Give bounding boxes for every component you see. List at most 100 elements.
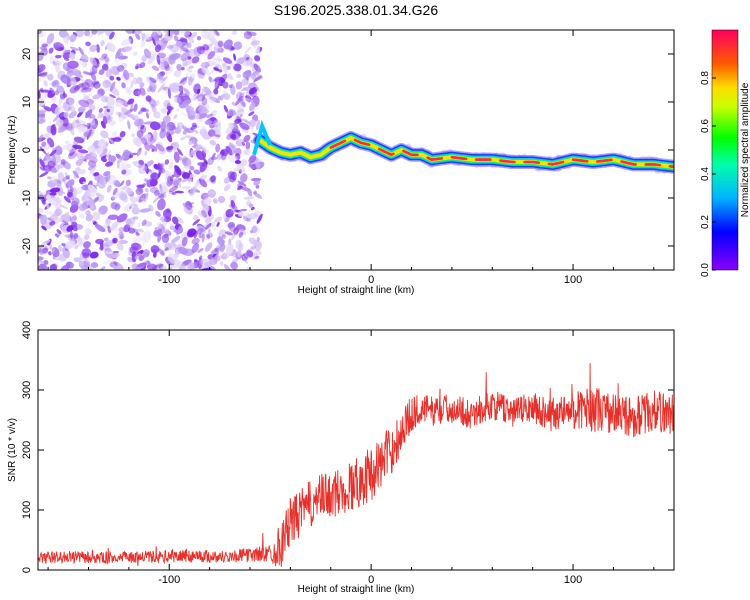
snr-y-tick-label: 300 <box>21 381 33 399</box>
noise-blob <box>55 54 62 59</box>
noise-blob <box>228 238 232 247</box>
noise-blob <box>248 154 257 164</box>
noise-blob <box>107 137 115 145</box>
noise-blob <box>59 204 69 210</box>
noise-blob <box>201 88 206 92</box>
noise-blob <box>182 60 193 67</box>
noise-blob <box>113 261 118 266</box>
noise-blob <box>41 43 48 48</box>
noise-blob <box>208 68 216 76</box>
noise-blob <box>200 93 207 97</box>
noise-blob <box>199 161 208 173</box>
noise-blob <box>231 134 237 140</box>
snr-x-tick-label: -100 <box>158 574 180 586</box>
noise-blob <box>47 73 54 81</box>
noise-blob <box>69 52 76 60</box>
noise-blob <box>127 120 131 130</box>
noise-blob <box>200 258 212 269</box>
noise-blob <box>182 160 188 167</box>
noise-blob <box>248 111 255 117</box>
noise-blob <box>93 172 100 177</box>
noise-blob <box>38 109 47 115</box>
noise-blob <box>198 118 203 123</box>
noise-blob <box>242 255 248 264</box>
noise-blob <box>72 68 80 76</box>
noise-blob <box>59 93 64 100</box>
noise-blob <box>62 52 72 59</box>
noise-blob <box>234 118 242 124</box>
noise-blob <box>254 48 262 56</box>
noise-blob <box>214 134 221 138</box>
noise-blob <box>144 142 151 151</box>
spectrogram-y-tick-label: -20 <box>21 238 33 254</box>
noise-blob <box>102 83 109 92</box>
noise-blob <box>188 151 196 157</box>
noise-blob <box>226 130 236 140</box>
noise-blob <box>191 243 200 254</box>
noise-blob <box>225 231 233 236</box>
noise-blob <box>104 240 114 247</box>
noise-blob <box>201 62 206 68</box>
noise-blob <box>49 187 61 193</box>
noise-blob <box>98 174 105 185</box>
noise-blob <box>167 66 171 71</box>
noise-blob <box>250 103 255 112</box>
noise-blob <box>229 75 234 81</box>
noise-blob <box>242 70 251 80</box>
snr-x-axis-label: Height of straight line (km) <box>298 584 415 595</box>
noise-blob <box>144 163 149 175</box>
noise-blob <box>67 189 74 198</box>
noise-blob <box>160 107 167 114</box>
snr-y-tick-label: 100 <box>21 501 33 519</box>
noise-blob <box>256 213 263 225</box>
noise-blob <box>89 113 96 119</box>
noise-blob <box>225 244 234 255</box>
noise-blob <box>92 211 101 221</box>
noise-blob <box>172 216 179 225</box>
noise-blob <box>120 180 125 187</box>
noise-blob <box>90 262 99 268</box>
noise-blob <box>188 260 194 267</box>
noise-blob <box>78 99 90 108</box>
spectrogram-x-tick-label: -100 <box>158 274 180 286</box>
noise-blob <box>217 165 222 172</box>
noise-blob <box>155 143 165 152</box>
noise-blob <box>132 235 141 243</box>
noise-blob <box>134 30 142 34</box>
noise-blob <box>118 191 128 201</box>
noise-blob <box>192 128 199 134</box>
noise-blob <box>159 194 164 199</box>
noise-blob <box>186 231 194 238</box>
noise-blob <box>69 128 75 136</box>
noise-blob <box>70 87 75 94</box>
noise-blob <box>51 247 60 258</box>
noise-blob <box>122 69 130 81</box>
noise-blob <box>193 259 198 263</box>
noise-blob <box>156 221 162 230</box>
noise-blob <box>191 237 200 245</box>
noise-blob <box>93 81 101 89</box>
noise-blob <box>110 202 118 210</box>
noise-blob <box>110 221 119 231</box>
noise-blob <box>139 208 151 213</box>
noise-blob <box>99 266 106 270</box>
noise-blob <box>207 94 216 104</box>
noise-blob <box>237 211 244 217</box>
noise-blob <box>189 173 194 179</box>
noise-blob <box>51 96 57 103</box>
noise-blob <box>216 154 222 162</box>
noise-blob <box>226 65 231 70</box>
colorbar-label: Normalized spectral amplitude <box>740 82 750 217</box>
noise-blob <box>62 62 71 71</box>
noise-blob <box>89 166 98 175</box>
noise-blob <box>206 234 211 239</box>
noise-blob <box>243 196 254 200</box>
noise-blob <box>232 177 236 181</box>
noise-blob <box>108 120 117 126</box>
noise-blob <box>78 46 85 56</box>
noise-blob <box>199 174 208 180</box>
snr-x-tick-label: 0 <box>368 574 374 586</box>
noise-blob <box>75 119 80 124</box>
noise-blob <box>152 251 157 258</box>
noise-blob <box>106 108 111 113</box>
